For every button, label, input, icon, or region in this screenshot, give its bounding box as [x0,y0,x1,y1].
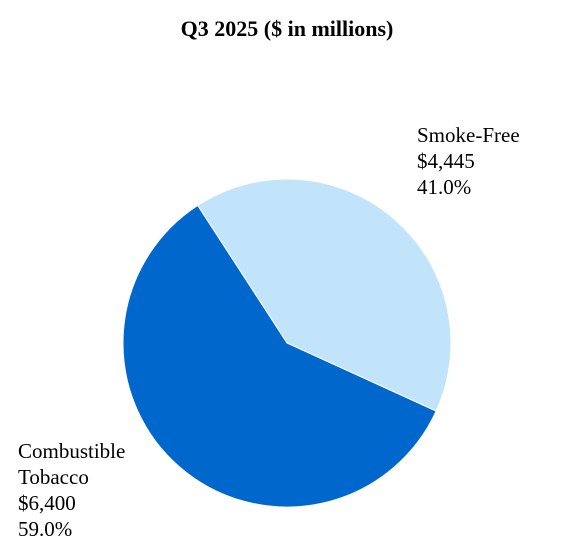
slice-name-line-2: Tobacco [18,465,89,489]
pie-slice-smoke-free [196,178,452,412]
slice-label-smoke-free: Smoke-Free $4,445 41.0% [417,122,520,200]
slice-value: $4,445 [417,149,475,173]
slice-label-combustible-tobacco: Combustible Tobacco $6,400 59.0% [18,438,125,542]
chart-title: Q3 2025 ($ in millions) [180,16,394,41]
slice-name-line-1: Combustible [18,439,126,463]
slice-percent: 41.0% [417,175,472,199]
pie-slice-combustible-tobacco [122,204,437,508]
slice-name: Smoke-Free [417,123,520,147]
slice-percent: 59.0% [18,517,73,541]
slice-value: $6,400 [18,491,76,515]
